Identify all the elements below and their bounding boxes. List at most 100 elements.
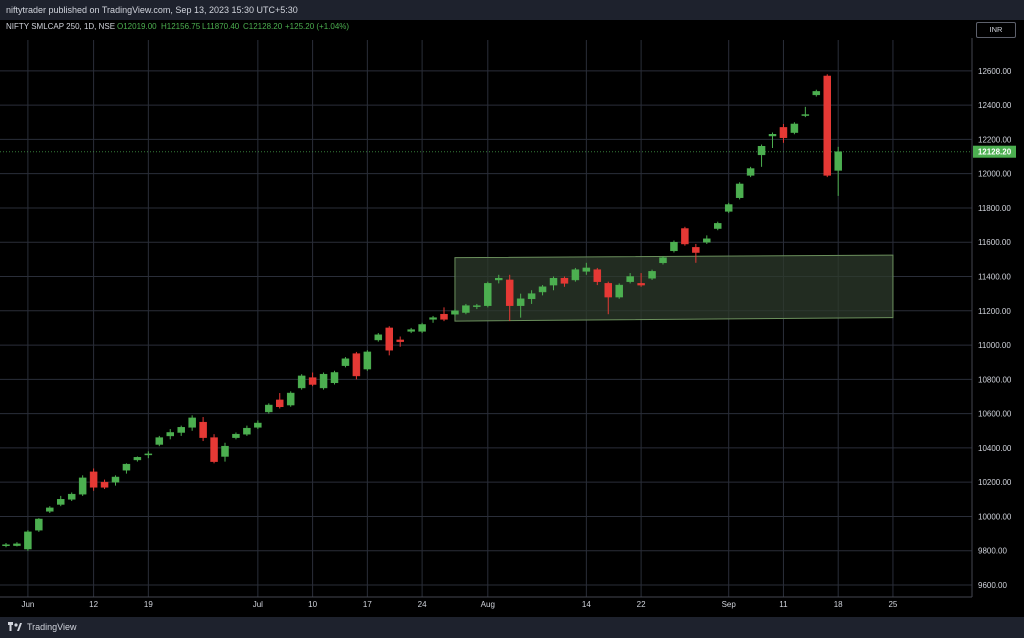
symbol-name: NIFTY SMLCAP 250, 1D, NSE (6, 22, 116, 31)
candle-body[interactable] (100, 481, 109, 488)
candle-body[interactable] (516, 298, 525, 306)
candle-body[interactable] (308, 377, 317, 385)
candle-body[interactable] (418, 324, 426, 332)
candle-body[interactable] (735, 183, 744, 198)
candle-body[interactable] (582, 267, 591, 272)
candle-body[interactable] (714, 223, 722, 229)
candle-body[interactable] (155, 437, 164, 445)
y-tick-label: 10800.00 (978, 375, 1012, 384)
candle-body[interactable] (484, 283, 492, 306)
candle-body[interactable] (724, 204, 733, 212)
consolidation-range-box[interactable] (454, 254, 894, 322)
candle-body[interactable] (560, 277, 569, 284)
candle-body[interactable] (57, 499, 65, 505)
candle-body[interactable] (188, 417, 196, 428)
candle-body[interactable] (396, 339, 404, 342)
candle-body[interactable] (473, 305, 481, 307)
candle-body[interactable] (297, 375, 306, 389)
candle-body[interactable] (276, 399, 284, 408)
candle-body[interactable] (429, 317, 437, 320)
y-tick-label: 12600.00 (978, 67, 1012, 76)
candle-body[interactable] (593, 269, 602, 282)
candle-body[interactable] (111, 476, 120, 483)
y-tick-label: 9600.00 (978, 581, 1007, 590)
candle-body[interactable] (166, 432, 174, 437)
candle-body[interactable] (462, 305, 470, 313)
candle-body[interactable] (144, 453, 153, 456)
x-tick-label: Jul (253, 600, 263, 609)
x-tick-label: 25 (888, 600, 897, 609)
candle-body[interactable] (626, 276, 634, 282)
candle-body[interactable] (757, 146, 766, 156)
candle-body[interactable] (210, 437, 218, 462)
y-tick-label: 10200.00 (978, 478, 1012, 487)
candle-body[interactable] (637, 283, 645, 286)
candle-body[interactable] (122, 463, 131, 471)
candle-body[interactable] (232, 433, 240, 438)
candle-body[interactable] (790, 123, 799, 133)
candle-body[interactable] (746, 168, 755, 176)
candle-body[interactable] (24, 531, 32, 550)
candle-body[interactable] (779, 127, 788, 138)
candle-body[interactable] (834, 151, 842, 171)
candle-body[interactable] (549, 277, 558, 286)
currency-button[interactable]: INR (976, 22, 1016, 38)
candle-body[interactable] (505, 279, 514, 306)
x-tick-label: 22 (637, 600, 646, 609)
candle-body[interactable] (89, 471, 98, 488)
x-tick-label: 10 (308, 600, 317, 609)
candle-body[interactable] (604, 283, 612, 298)
candle-body[interactable] (363, 351, 372, 370)
candle-body[interactable] (385, 327, 393, 351)
candle-body[interactable] (265, 404, 273, 413)
x-tick-label: 18 (834, 600, 843, 609)
candle-body[interactable] (527, 293, 536, 300)
candle-body[interactable] (812, 91, 821, 96)
candle-body[interactable] (319, 373, 328, 389)
y-tick-label: 12000.00 (978, 170, 1012, 179)
candle-body[interactable] (648, 271, 656, 279)
candle-body[interactable] (374, 334, 383, 341)
candle-body[interactable] (407, 329, 415, 332)
candle-body[interactable] (451, 310, 459, 315)
y-tick-label: 11800.00 (978, 204, 1011, 213)
candle-body[interactable] (35, 518, 43, 531)
candle-body[interactable] (768, 134, 777, 137)
x-tick-label: 19 (144, 600, 153, 609)
candle-body[interactable] (78, 477, 87, 495)
x-tick-label: 12 (89, 600, 98, 609)
candle-body[interactable] (495, 277, 503, 281)
y-tick-label: 10400.00 (978, 444, 1012, 453)
candle-body[interactable] (352, 353, 361, 377)
candle-body[interactable] (254, 422, 262, 428)
candle-body[interactable] (692, 247, 700, 253)
candle-body[interactable] (670, 241, 678, 252)
candle-body[interactable] (67, 493, 76, 500)
candle-body[interactable] (681, 228, 689, 245)
y-tick-label: 11000.00 (978, 341, 1011, 350)
candle-body[interactable] (659, 257, 667, 264)
candle-body[interactable] (571, 269, 580, 281)
candle-body[interactable] (199, 421, 207, 438)
candle-body[interactable] (440, 313, 448, 320)
candle-body[interactable] (221, 445, 229, 457)
candle-body[interactable] (286, 392, 295, 406)
candle-body[interactable] (243, 427, 251, 435)
candle-body[interactable] (13, 543, 21, 546)
candle-body[interactable] (823, 75, 831, 176)
candle-body[interactable] (703, 238, 711, 243)
y-tick-label: 9800.00 (978, 547, 1007, 556)
candle-body[interactable] (133, 457, 142, 461)
candle-body[interactable] (177, 427, 185, 433)
candle-body[interactable] (801, 114, 810, 116)
y-tick-label: 12400.00 (978, 101, 1012, 110)
last-price-label: 12128.20 (978, 148, 1012, 157)
candle-body[interactable] (341, 358, 350, 366)
candle-body[interactable] (330, 372, 339, 384)
y-tick-label: 11400.00 (978, 273, 1011, 282)
candle-body[interactable] (615, 284, 623, 298)
candle-body[interactable] (2, 544, 10, 546)
candle-body[interactable] (46, 507, 54, 512)
price-chart[interactable]: 9600.00 9800.00 10000.00 10200.00 10400.00 10… (0, 0, 1024, 617)
candle-body[interactable] (538, 286, 547, 293)
